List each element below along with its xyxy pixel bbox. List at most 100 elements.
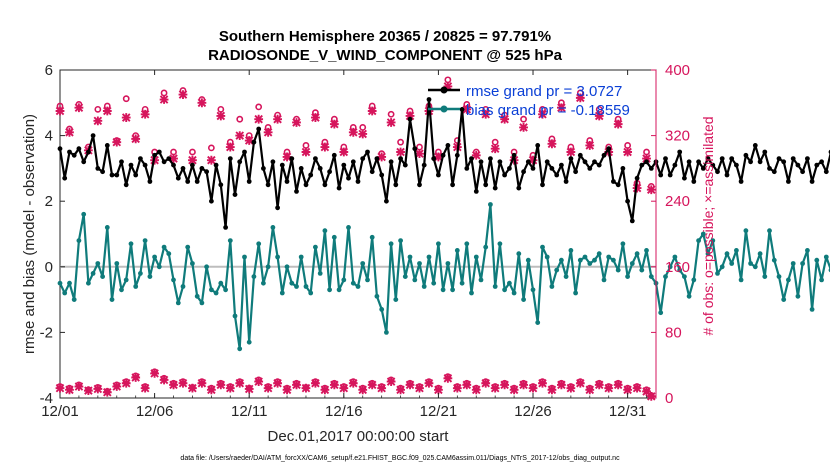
bias-point — [691, 277, 697, 283]
bias-point — [724, 251, 730, 257]
rmse-point — [62, 175, 68, 181]
x-tick-label: 12/11 — [231, 403, 267, 420]
rmse-point — [459, 107, 465, 112]
bias-point — [573, 290, 578, 296]
bias-point — [625, 274, 630, 279]
rmse-point — [242, 149, 247, 155]
obs-assimilated-marker — [547, 385, 557, 395]
obs-assimilated-marker — [528, 155, 538, 165]
rmse-point — [123, 182, 129, 188]
obs-assimilated-marker — [178, 90, 188, 99]
bias-point — [436, 241, 441, 247]
rmse-point — [138, 156, 143, 162]
right-y-tick-label: 400 — [665, 62, 690, 79]
rmse-point — [757, 159, 763, 165]
rmse-point — [776, 156, 782, 162]
rmse-point — [762, 149, 768, 155]
bias-point — [540, 244, 545, 250]
rmse-point — [346, 175, 351, 181]
left-y-tick-label: -2 — [40, 324, 53, 341]
obs-assimilated-marker — [405, 380, 415, 390]
obs-assimilated-marker — [225, 383, 235, 393]
obs-assimilated-marker — [197, 98, 207, 108]
bias-point — [71, 297, 77, 302]
rmse-point — [592, 159, 597, 165]
bias-point — [563, 274, 569, 279]
rmse-point — [76, 146, 82, 152]
bias-point — [398, 238, 403, 244]
obs-assimilated-marker — [254, 377, 264, 386]
bias-point — [62, 290, 68, 296]
bias-point — [767, 228, 772, 234]
rmse-point — [700, 166, 706, 171]
rmse-point — [549, 166, 555, 171]
rmse-point — [218, 182, 224, 188]
bias-point — [104, 225, 110, 230]
bias-point — [109, 297, 115, 302]
obs-assimilated-marker — [358, 385, 368, 395]
obs-assimilated-marker — [244, 384, 254, 394]
rmse-point — [213, 162, 219, 168]
bias-point — [596, 251, 602, 257]
obs-assimilated-marker — [566, 147, 576, 157]
bias-point — [682, 274, 687, 279]
bias-point — [696, 238, 701, 244]
rmse-point — [360, 156, 366, 162]
rmse-point — [738, 179, 744, 184]
obs-assimilated-marker — [273, 114, 282, 124]
bias-point — [303, 284, 309, 289]
obs-assimilated-marker — [377, 383, 387, 393]
rmse-point — [440, 152, 446, 158]
left-y-axis-ticks: -4 -2 0 2 4 6 — [40, 62, 65, 407]
obs-assimilated-marker — [575, 378, 585, 388]
obs-assimilated-marker — [538, 378, 547, 388]
bias-point — [544, 254, 550, 260]
bias-point — [213, 290, 219, 296]
bias-point — [90, 271, 96, 276]
bias-point — [577, 257, 583, 263]
rmse-point — [86, 149, 91, 155]
obs-assimilated-marker — [566, 383, 576, 393]
obs-assimilated-marker — [632, 383, 642, 393]
rmse-point — [223, 225, 229, 230]
rmse-point — [133, 172, 139, 178]
rmse-point — [715, 169, 720, 175]
bias-point — [530, 287, 536, 293]
bias-point — [715, 271, 720, 276]
obs-assimilated-marker — [311, 113, 320, 122]
x-tick-label: 12/16 — [325, 403, 363, 420]
rmse-point — [511, 152, 517, 158]
x-tick-label: 12/31 — [609, 403, 647, 420]
bias-point — [227, 238, 233, 244]
bias-point — [209, 287, 214, 293]
obs-possible-marker — [94, 105, 102, 113]
rmse-point — [696, 159, 701, 165]
obs-assimilated-marker — [519, 123, 528, 132]
rmse-point — [502, 172, 507, 178]
bias-point — [166, 251, 172, 257]
obs-assimilated-marker — [329, 119, 339, 129]
legend-rmse-marker — [440, 86, 448, 94]
bias-point — [341, 277, 347, 283]
legend-bias-marker — [440, 105, 448, 113]
obs-assimilated-marker — [613, 119, 623, 129]
obs-assimilated-marker — [434, 152, 443, 162]
bias-point — [776, 274, 782, 279]
rmse-point — [516, 185, 522, 191]
obs-assimilated-marker — [301, 147, 311, 157]
x-tick-label: 12/21 — [420, 403, 458, 420]
bias-point — [246, 339, 252, 345]
rmse-point — [625, 198, 630, 204]
bias-point — [483, 244, 489, 250]
obs-assimilated-marker — [254, 114, 264, 124]
rmse-point — [786, 179, 791, 184]
right-y-tick-label: 160 — [665, 259, 690, 276]
obs-assimilated-marker — [339, 383, 349, 393]
obs-assimilated-marker — [74, 382, 84, 391]
rmse-point — [161, 159, 167, 165]
rmse-point — [464, 166, 470, 171]
rmse-point — [752, 143, 758, 148]
bias-point — [823, 254, 829, 260]
rmse-point — [384, 198, 389, 204]
x-axis-label: Dec.01,2017 00:00:00 start — [268, 428, 450, 445]
